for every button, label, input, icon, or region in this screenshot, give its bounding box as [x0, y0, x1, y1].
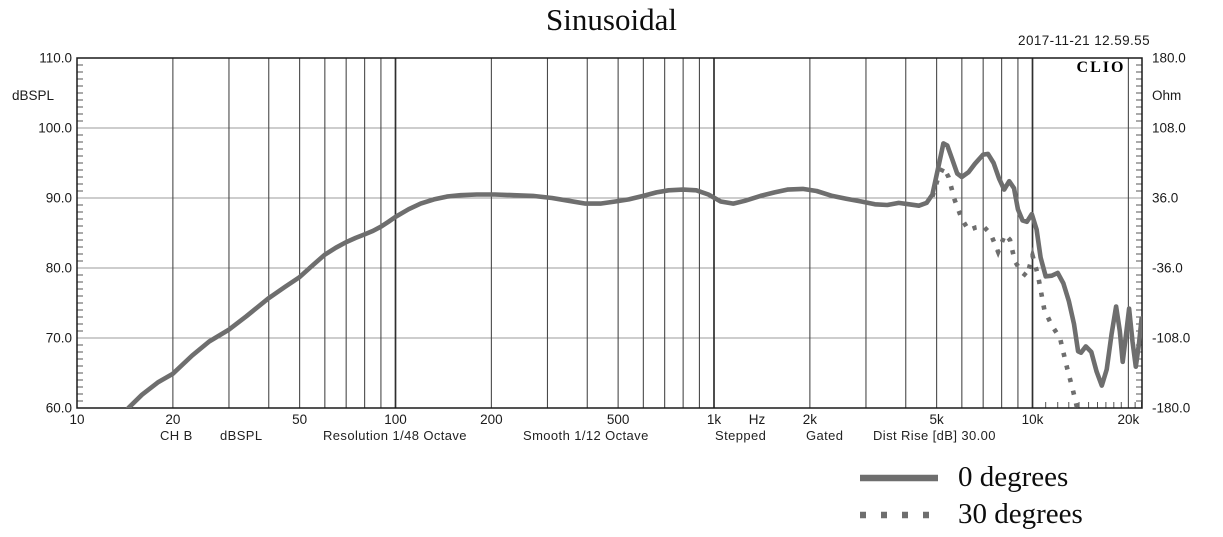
- legend-row: 0 degrees: [858, 459, 1218, 496]
- legend-label: 0 degrees: [958, 461, 1069, 493]
- y-right-tick-label: 36.0: [1152, 191, 1178, 206]
- legend-swatch-dotted: [860, 511, 938, 518]
- axis-labels: 110.0 100.0 90.0 80.0 70.0 60.0 dBSPL 180.0 108.…: [12, 51, 1190, 428]
- legend-swatch-solid: [860, 474, 938, 481]
- x-tick-label: 2k: [803, 412, 818, 427]
- status-item: Dist Rise [dB] 30.00: [873, 428, 996, 443]
- x-tick-label: 100: [384, 412, 407, 427]
- x-tick-label: 1k: [707, 412, 722, 427]
- status-item: Stepped: [715, 428, 767, 443]
- status-item: CH B: [160, 428, 193, 443]
- x-unit-label: Hz: [749, 412, 766, 427]
- legend: 0 degrees 30 degrees: [858, 459, 1218, 533]
- y-right-tick-label: -180.0: [1152, 401, 1190, 416]
- curve-30-degrees: [930, 162, 1080, 408]
- status-item: Gated: [806, 428, 844, 443]
- x-tick-label: 20: [165, 412, 180, 427]
- curves: [126, 141, 1142, 408]
- timestamp: 2017-11-21 12.59.55: [1018, 33, 1150, 48]
- x-tick-label: 500: [607, 412, 630, 427]
- y-left-tick-label: 90.0: [46, 191, 72, 206]
- y-right-tick-label: -108.0: [1152, 331, 1190, 346]
- x-tick-label: 200: [480, 412, 503, 427]
- y-right-tick-label: 108.0: [1152, 121, 1186, 136]
- y-left-tick-label: 70.0: [46, 331, 72, 346]
- y-left-tick-label: 110.0: [39, 51, 72, 66]
- y-left-tick-label: 60.0: [46, 401, 72, 416]
- horizontal-gridlines: [77, 127, 1142, 339]
- y-right-tick-label: 180.0: [1152, 51, 1186, 66]
- x-tick-label: 20k: [1117, 412, 1139, 427]
- y-left-tick-label: 80.0: [46, 261, 72, 276]
- x-tick-label: 5k: [929, 412, 944, 427]
- status-item: Resolution 1/48 Octave: [323, 428, 467, 443]
- x-tick-label: 10: [69, 412, 84, 427]
- clio-logo: CLIO: [1076, 59, 1126, 76]
- legend-label: 30 degrees: [958, 498, 1083, 530]
- page-title: Sinusoidal: [546, 2, 677, 37]
- y-right-unit-label: Ohm: [1152, 88, 1181, 103]
- y-left-tick-label: 100.0: [38, 121, 72, 136]
- status-item: dBSPL: [220, 428, 263, 443]
- curve-0-degrees: [126, 141, 1142, 408]
- vertical-gridlines: [172, 58, 1129, 408]
- legend-row: 30 degrees: [858, 496, 1218, 533]
- x-tick-label: 50: [292, 412, 307, 427]
- x-tick-label: 10k: [1022, 412, 1044, 427]
- minor-ticks: [77, 64, 1143, 408]
- status-item: Smooth 1/12 Octave: [523, 428, 649, 443]
- y-left-unit-label: dBSPL: [12, 88, 55, 103]
- frequency-response-chart: 110.0 100.0 90.0 80.0 70.0 60.0 dBSPL 180.0 108.…: [12, 51, 1190, 428]
- plot-frame: [76, 57, 1143, 409]
- y-right-tick-label: -36.0: [1152, 261, 1183, 276]
